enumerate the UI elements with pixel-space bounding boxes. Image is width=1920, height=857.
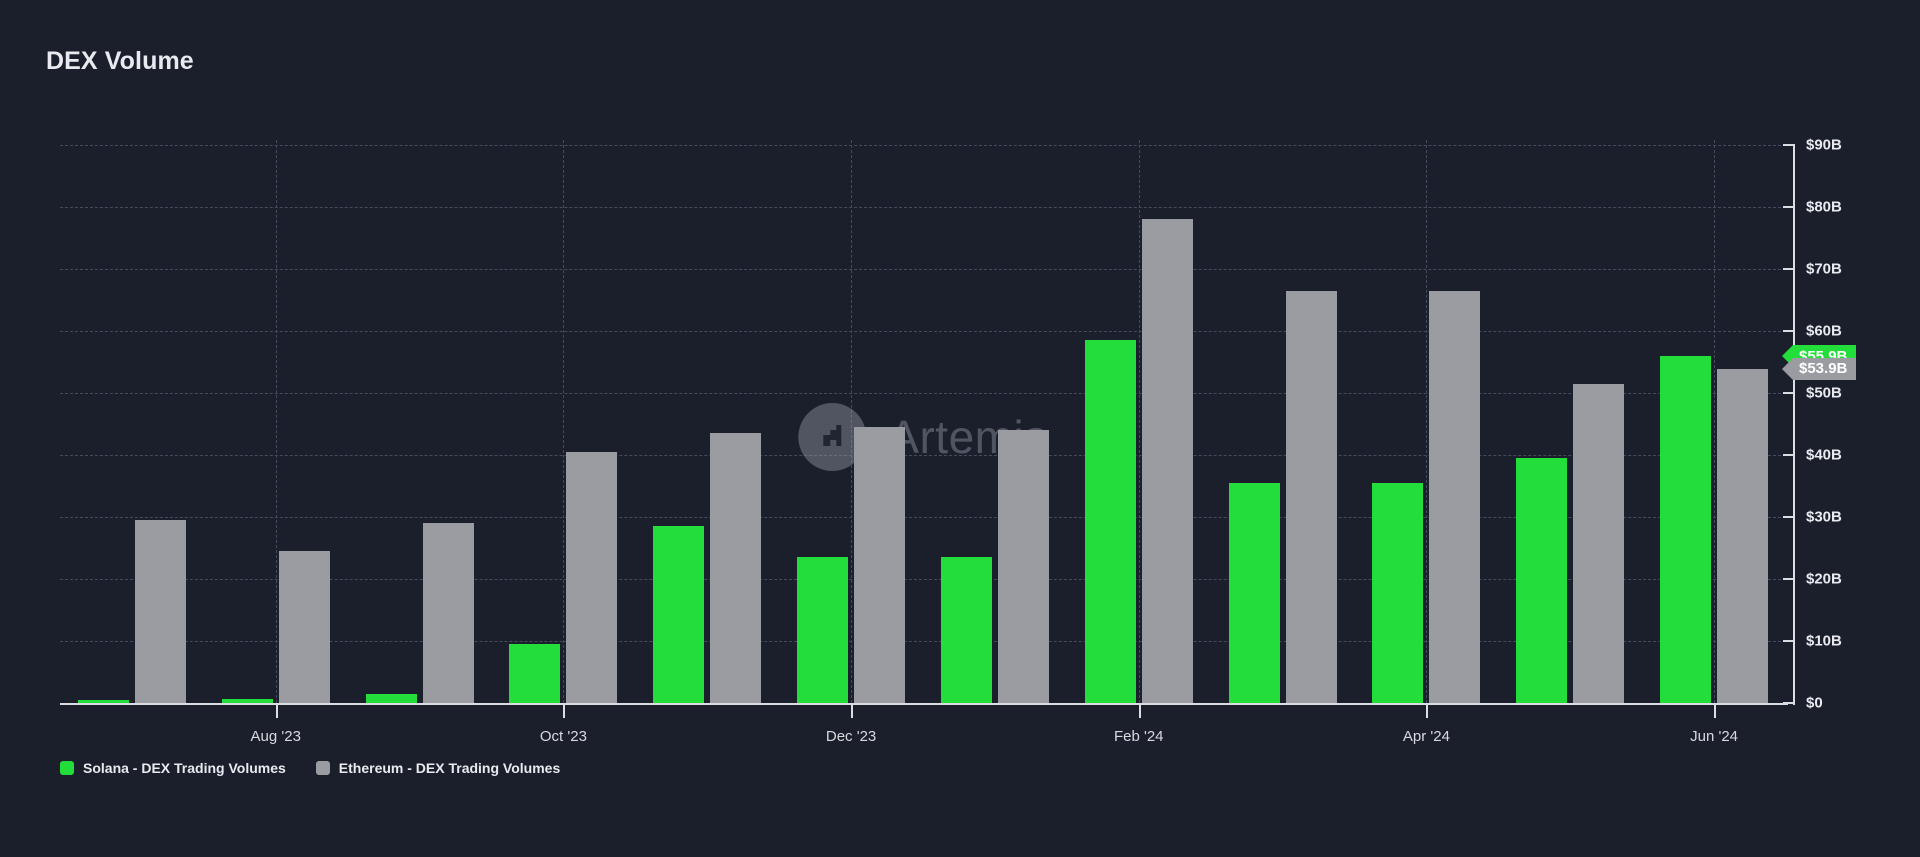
y-tick-label: $90B (1806, 136, 1842, 154)
bar-solana[interactable] (797, 557, 849, 703)
bar-solana[interactable] (1228, 482, 1280, 703)
value-callout-ethereum: $53.9B (1781, 357, 1857, 380)
y-tick-label: $50B (1806, 384, 1842, 402)
bar-solana[interactable] (509, 644, 561, 703)
legend-item-ethereum[interactable]: Ethereum - DEX Trading Volumes (315, 760, 561, 776)
y-tick-label: $10B (1806, 632, 1842, 650)
legend-swatch-ethereum (315, 761, 330, 775)
bar-solana[interactable] (653, 526, 705, 703)
y-tick-mark (1783, 640, 1795, 642)
y-tick-mark (1783, 206, 1795, 208)
bars-layer (60, 140, 1786, 703)
x-tick-mark (851, 705, 854, 718)
y-tick-mark (1783, 578, 1795, 580)
bar-ethereum[interactable] (1141, 219, 1193, 703)
x-tick-mark (1426, 705, 1429, 718)
chart-legend: Solana - DEX Trading Volumes Ethereum - D… (60, 760, 560, 776)
y-tick-mark (1783, 144, 1795, 146)
y-tick-mark (1783, 330, 1795, 332)
x-tick-label: Apr '24 (1402, 728, 1450, 745)
bar-ethereum[interactable] (422, 523, 474, 703)
x-tick-label: Oct '23 (539, 728, 587, 745)
bar-solana[interactable] (940, 557, 992, 703)
bar-ethereum[interactable] (1717, 368, 1769, 703)
y-tick-label: $30B (1806, 508, 1842, 526)
bar-solana[interactable] (221, 698, 273, 703)
x-tick-label: Aug '23 (250, 728, 301, 745)
y-tick-mark (1783, 392, 1795, 394)
y-tick-label: $60B (1806, 322, 1842, 340)
y-tick-label: $80B (1806, 198, 1842, 216)
legend-item-solana[interactable]: Solana - DEX Trading Volumes (60, 760, 286, 776)
bar-solana[interactable] (1372, 482, 1424, 703)
x-tick-mark (1138, 705, 1141, 718)
bar-ethereum[interactable] (1429, 290, 1481, 703)
y-tick-mark (1783, 516, 1795, 518)
y-tick-label: $20B (1806, 570, 1842, 588)
bar-ethereum[interactable] (1573, 383, 1625, 703)
legend-swatch-solana (60, 761, 74, 775)
page-title: DEX Volume (46, 47, 194, 75)
x-axis-line (60, 703, 1788, 705)
bar-ethereum[interactable] (566, 451, 618, 703)
y-tick-label: $40B (1806, 446, 1842, 464)
x-tick-label: Dec '23 (825, 728, 877, 745)
plot-area: Artemis (60, 140, 1786, 703)
bar-solana[interactable] (77, 699, 129, 703)
bar-solana[interactable] (365, 693, 417, 703)
bar-solana[interactable] (1516, 458, 1568, 703)
bar-ethereum[interactable] (134, 520, 186, 703)
bar-ethereum[interactable] (1285, 290, 1337, 703)
bar-solana[interactable] (1660, 356, 1712, 703)
y-tick-label: $70B (1806, 260, 1842, 278)
bar-ethereum[interactable] (278, 551, 330, 703)
bar-ethereum[interactable] (997, 430, 1049, 703)
x-tick-mark (275, 705, 278, 718)
bar-solana[interactable] (1084, 340, 1136, 703)
legend-label: Solana - DEX Trading Volumes (83, 760, 286, 776)
y-axis-line (1793, 145, 1795, 705)
x-tick-mark (1714, 705, 1717, 718)
y-tick-mark (1783, 702, 1795, 704)
bar-ethereum[interactable] (854, 427, 906, 703)
y-tick-label: $0 (1806, 694, 1823, 712)
legend-label: Ethereum - DEX Trading Volumes (338, 760, 561, 776)
y-tick-mark (1783, 454, 1795, 456)
x-tick-label: Jun '24 (1690, 728, 1739, 745)
x-tick-label: Feb '24 (1113, 728, 1164, 745)
bar-ethereum[interactable] (710, 433, 762, 703)
x-tick-mark (563, 705, 566, 718)
y-tick-mark (1783, 268, 1795, 270)
